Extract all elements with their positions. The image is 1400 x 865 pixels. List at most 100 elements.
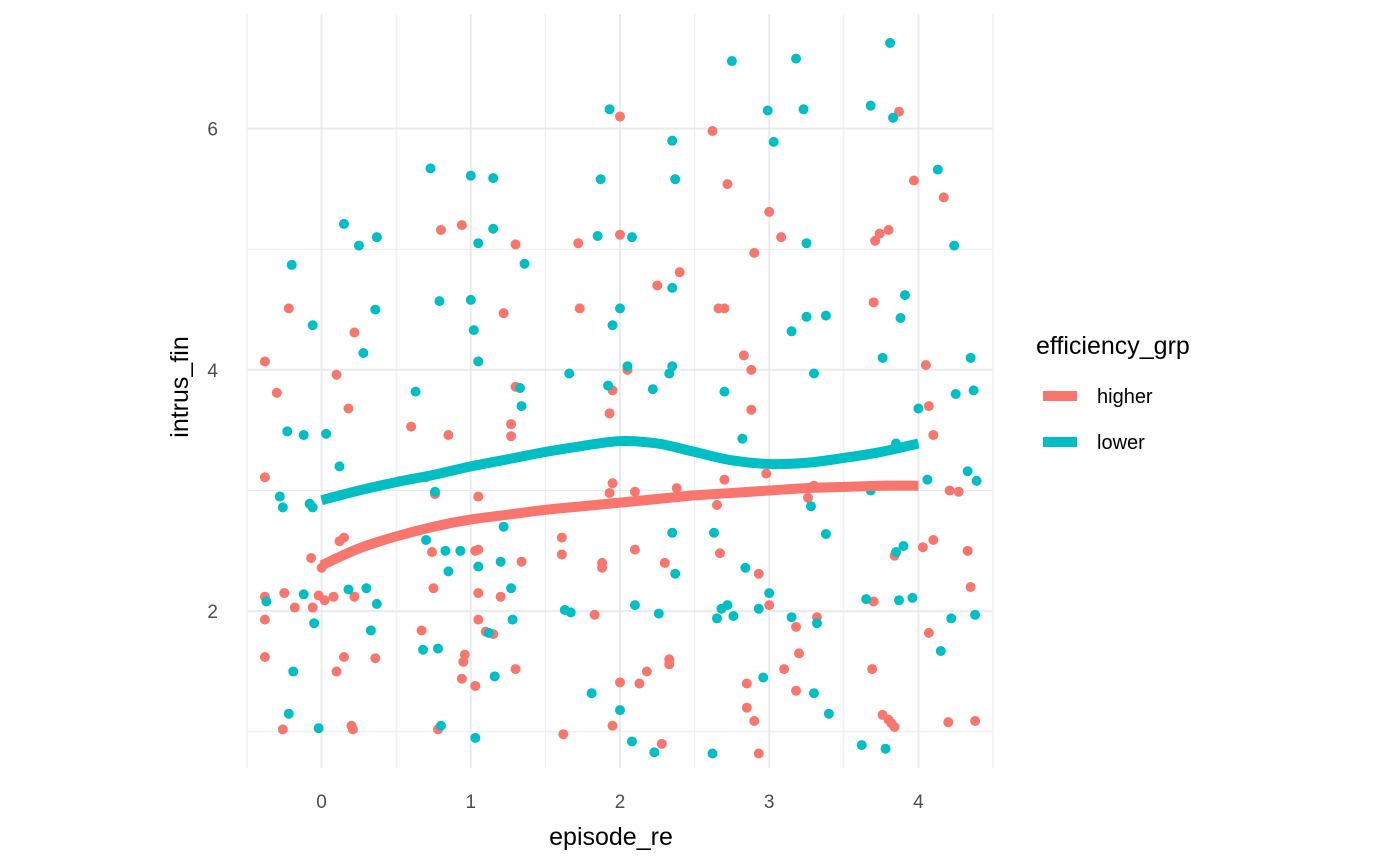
point-lower: [626, 232, 637, 243]
legend-key-higher-point: [1055, 391, 1065, 401]
point-lower: [489, 671, 500, 682]
y-tick-label: 6: [207, 120, 218, 141]
point-higher: [791, 621, 802, 632]
point-higher: [944, 485, 955, 496]
point-higher: [607, 478, 618, 489]
point-higher: [928, 430, 939, 441]
point-lower: [455, 545, 466, 556]
point-lower: [768, 136, 779, 147]
point-higher: [556, 549, 567, 560]
point-lower: [626, 736, 637, 747]
point-lower: [282, 426, 293, 437]
point-lower: [338, 218, 349, 229]
point-lower: [370, 304, 381, 315]
point-lower: [823, 708, 834, 719]
point-lower: [298, 430, 309, 441]
point-lower: [758, 672, 769, 683]
smooth-lines: [319, 435, 920, 570]
x-tick-label: 3: [764, 792, 775, 813]
point-higher: [495, 591, 506, 602]
point-lower: [667, 135, 678, 146]
point-higher: [338, 532, 349, 543]
point-lower: [737, 433, 748, 444]
point-lower: [880, 743, 891, 754]
point-lower: [801, 238, 812, 249]
point-higher: [943, 717, 954, 728]
smooth-line-lower: [320, 435, 920, 506]
point-higher: [749, 715, 760, 726]
point-lower: [970, 609, 981, 620]
point-higher: [456, 220, 467, 231]
point-lower: [808, 688, 819, 699]
point-higher: [435, 224, 446, 235]
data-points: [259, 37, 982, 759]
point-higher: [307, 602, 318, 613]
point-higher: [741, 702, 752, 713]
point-higher: [458, 656, 469, 667]
point-lower: [798, 104, 809, 115]
point-higher: [615, 677, 625, 688]
point-lower: [885, 37, 896, 48]
point-higher: [338, 652, 349, 663]
point-lower: [595, 174, 606, 185]
point-higher: [652, 280, 663, 291]
point-lower: [722, 600, 733, 611]
point-lower: [465, 170, 476, 181]
point-higher: [574, 303, 585, 314]
point-lower: [670, 568, 681, 579]
point-lower: [764, 588, 775, 599]
point-lower: [786, 612, 797, 623]
point-higher: [259, 472, 270, 483]
point-lower: [343, 584, 354, 595]
point-lower: [629, 600, 640, 611]
point-higher: [719, 303, 730, 314]
point-lower: [603, 380, 614, 391]
point-higher: [416, 625, 427, 636]
point-higher: [516, 556, 527, 567]
point-higher: [664, 659, 675, 670]
point-lower: [564, 368, 575, 379]
point-lower: [592, 230, 603, 241]
x-tick-labels: 0 1 2 3 4: [316, 792, 924, 813]
point-lower: [820, 310, 831, 321]
point-lower: [740, 562, 751, 573]
x-tick-label: 1: [466, 792, 477, 813]
point-higher: [753, 568, 764, 579]
point-higher: [406, 421, 417, 432]
point-lower: [865, 100, 876, 111]
point-higher: [629, 544, 640, 555]
point-higher: [746, 404, 757, 415]
point-higher: [965, 582, 976, 593]
point-lower: [949, 240, 960, 251]
point-lower: [495, 556, 506, 567]
point-lower: [932, 164, 943, 175]
point-higher: [889, 721, 900, 732]
point-higher: [259, 356, 270, 367]
point-lower: [801, 311, 812, 322]
point-higher: [868, 297, 879, 308]
point-higher: [883, 224, 894, 235]
point-lower: [365, 625, 376, 636]
point-lower: [519, 258, 530, 269]
legend-label-higher: higher: [1097, 386, 1153, 408]
point-higher: [313, 590, 324, 601]
point-higher: [674, 267, 685, 278]
point-lower: [288, 666, 299, 677]
point-lower: [753, 603, 764, 614]
point-lower: [962, 466, 973, 477]
point-lower: [507, 614, 518, 625]
point-lower: [649, 747, 660, 758]
point-lower: [473, 238, 484, 249]
point-higher: [349, 327, 360, 338]
point-lower: [707, 748, 718, 759]
point-higher: [962, 545, 973, 556]
point-higher: [656, 738, 667, 749]
point-lower: [371, 598, 382, 609]
point-lower: [922, 474, 933, 485]
point-lower: [899, 290, 910, 301]
point-higher: [711, 500, 722, 511]
point-lower: [334, 461, 345, 472]
point-higher: [923, 627, 934, 638]
